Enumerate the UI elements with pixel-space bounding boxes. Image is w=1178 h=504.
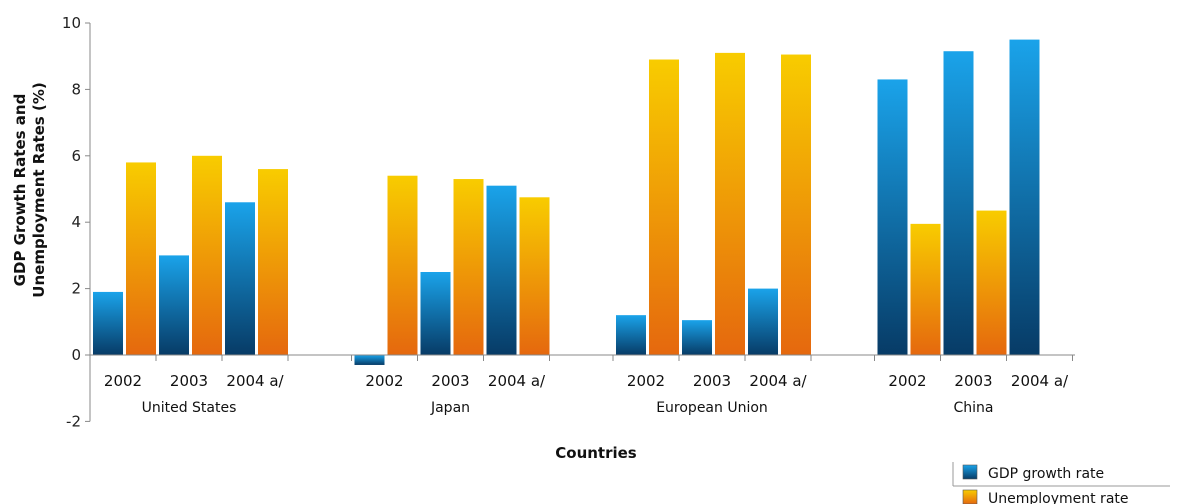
bar-gdp-growth [748, 288, 778, 355]
year-label: 2003 [693, 372, 731, 390]
bar-unemployment [258, 169, 288, 355]
bar-unemployment [781, 54, 811, 355]
year-label: 2003 [431, 372, 469, 390]
y-tick-label: 6 [71, 147, 81, 165]
y-tick-label: 10 [62, 14, 81, 32]
legend-label-unemployment: Unemployment rate [988, 491, 1129, 504]
legend-label-gdp: GDP growth rate [988, 466, 1104, 482]
legend: GDP growth rate Unemployment rate [952, 462, 1170, 504]
year-label: 2002 [888, 372, 926, 390]
country-label: European Union [656, 400, 768, 416]
bar-unemployment [910, 223, 941, 355]
bar-gdp-growth [943, 51, 974, 355]
bar-unemployment [453, 179, 484, 355]
y-axis-title-line2: Unemployment Rates (%) [30, 82, 48, 297]
bar-unemployment [192, 155, 222, 355]
country-label: China [954, 400, 994, 416]
y-axis-title-line1: GDP Growth Rates and [11, 94, 29, 287]
year-label: 2002 [365, 372, 403, 390]
y-tick-label: 0 [71, 346, 81, 364]
bar-gdp-growth [354, 355, 385, 365]
x-axis-title: Countries [555, 444, 637, 462]
year-label: 2003 [170, 372, 208, 390]
y-tick-label: 4 [71, 213, 81, 231]
year-label: 2002 [104, 372, 142, 390]
bar-gdp-growth [616, 315, 646, 355]
y-tick-label: 8 [71, 80, 81, 98]
bar-unemployment [649, 59, 679, 356]
bar-gdp-growth [420, 272, 451, 355]
bar-gdp-growth [1009, 39, 1040, 355]
y-axis: -2 0 2 4 6 8 10 [62, 14, 91, 430]
bar-gdp-growth [877, 79, 908, 355]
bar-gdp-growth [225, 202, 255, 355]
bars [93, 39, 1040, 365]
legend-swatch-unemployment [962, 489, 978, 504]
y-tick-label: 2 [71, 280, 81, 298]
year-label: 2004 a/ [226, 372, 284, 390]
bar-unemployment [715, 52, 745, 355]
year-label: 2003 [954, 372, 992, 390]
y-tick-label: -2 [66, 412, 81, 430]
bar-unemployment [976, 210, 1007, 355]
country-label: Japan [430, 400, 470, 416]
bar-gdp-growth [93, 291, 123, 355]
country-label: United States [142, 400, 237, 416]
bar-gdp-growth [159, 255, 189, 355]
year-label: 2004 a/ [749, 372, 807, 390]
year-label: 2002 [627, 372, 665, 390]
bar-unemployment [126, 162, 156, 355]
year-label: 2004 a/ [488, 372, 546, 390]
bar-gdp-growth [486, 185, 517, 355]
bar-unemployment [519, 197, 550, 355]
bar-gdp-growth [682, 320, 712, 355]
year-label: 2004 a/ [1011, 372, 1069, 390]
legend-swatch-gdp [962, 464, 978, 480]
bar-unemployment [387, 175, 418, 355]
